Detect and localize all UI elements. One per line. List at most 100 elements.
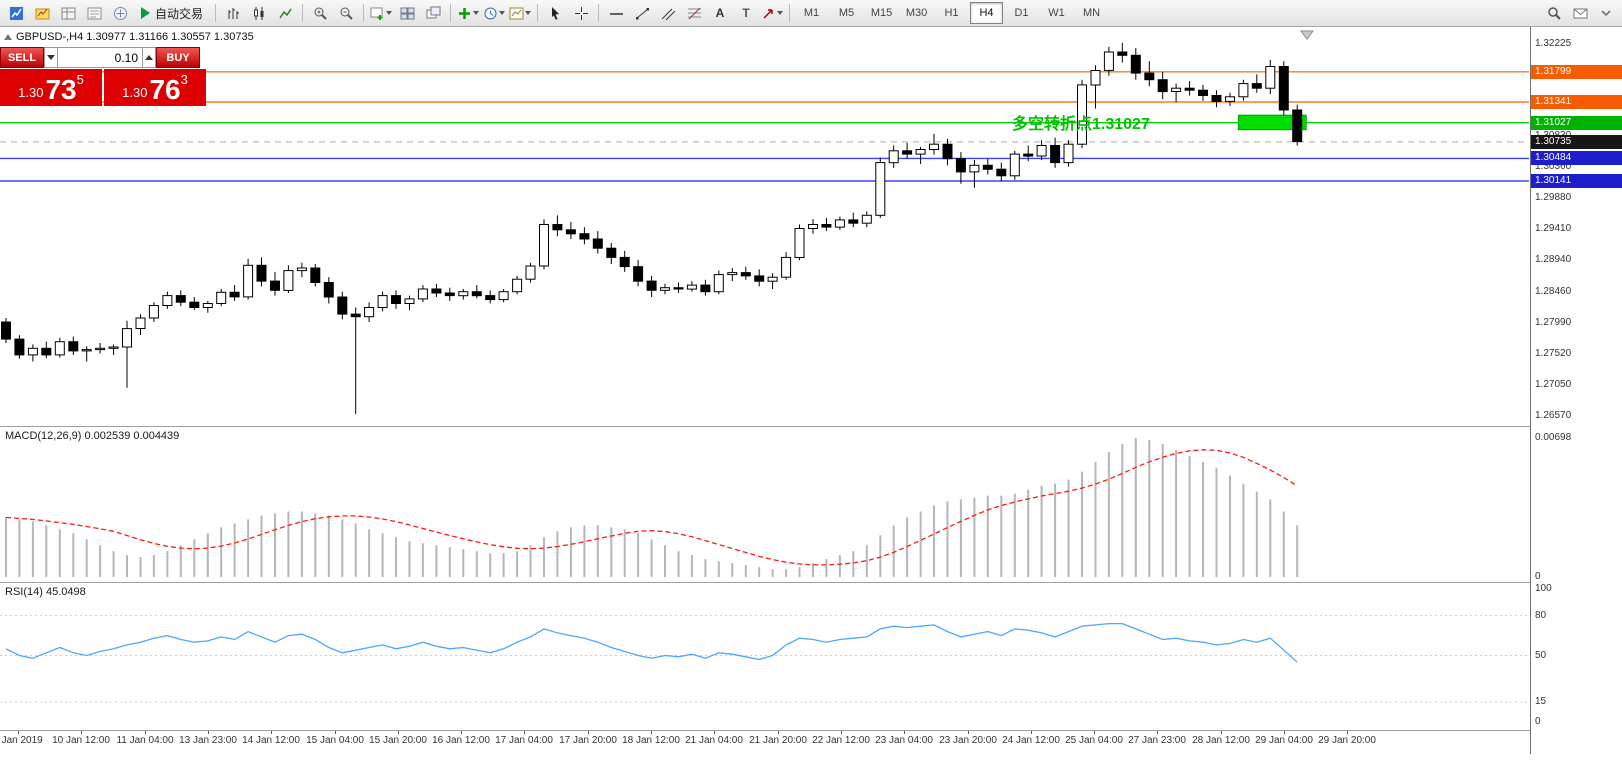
- time-tick: [461, 731, 462, 734]
- arrows-tool-button[interactable]: [759, 1, 785, 25]
- highlight-rectangle[interactable]: [1237, 114, 1307, 131]
- timeframe-m5-button[interactable]: M5: [838, 7, 855, 19]
- time-axis[interactable]: 3 Jan 2019 10 Jan 12:00 11 Jan 04:00 13 Jan…: [0, 731, 1529, 757]
- time-axis-label: 29 Jan 20:00: [1318, 735, 1376, 746]
- crosshair-button[interactable]: [568, 1, 594, 25]
- panel-separator[interactable]: [0, 426, 1622, 427]
- text-tool-button[interactable]: A: [707, 1, 733, 25]
- cursor-button[interactable]: [542, 1, 568, 25]
- new-chart-icon: [370, 7, 383, 20]
- macd-signal-line: [5, 449, 1298, 566]
- lot-decrease-button[interactable]: [44, 47, 58, 68]
- toolbar-separator: [789, 4, 791, 22]
- time-tick: [1031, 731, 1032, 734]
- price-axis[interactable]: 1.322251.308301.303601.298801.294101.289…: [1530, 27, 1622, 754]
- equidistant-channel-button[interactable]: [655, 1, 681, 25]
- time-tick: [968, 731, 969, 734]
- time-tick: [1347, 731, 1348, 734]
- mail-icon: [1573, 8, 1587, 18]
- buy-button[interactable]: BUY: [156, 47, 200, 68]
- trendline-button[interactable]: [629, 1, 655, 25]
- rsi-indicator-panel[interactable]: RSI(14) 45.0498: [0, 583, 1529, 730]
- indicators-button[interactable]: [455, 1, 481, 25]
- timeframe-m15-button[interactable]: M15: [870, 7, 893, 19]
- messages-button[interactable]: [1567, 1, 1593, 25]
- horizontal-line-button[interactable]: [603, 1, 629, 25]
- templates-button[interactable]: [507, 1, 533, 25]
- fibonacci-button[interactable]: [681, 1, 707, 25]
- sell-price-main: 1.30: [18, 85, 44, 100]
- data-window-button[interactable]: [81, 1, 107, 25]
- time-axis-label: 14 Jan 12:00: [242, 735, 300, 746]
- zoom-out-button[interactable]: [333, 1, 359, 25]
- lot-increase-button[interactable]: [142, 47, 156, 68]
- cascade-windows-icon: [426, 6, 441, 18]
- dropdown-caret-icon: [525, 11, 532, 15]
- candlestick-chart-canvas[interactable]: 多空转折点1.31027: [0, 27, 1529, 426]
- app-logo-button[interactable]: [3, 1, 29, 25]
- dropdown-caret-icon: [499, 11, 506, 15]
- timeframe-mn-button[interactable]: MN: [1082, 7, 1101, 19]
- new-chart-button[interactable]: [368, 1, 394, 25]
- lot-size-input[interactable]: [58, 47, 142, 68]
- one-click-collapse-icon[interactable]: [4, 34, 12, 40]
- rsi-label: RSI(14) 45.0498: [5, 586, 86, 598]
- price-axis-label: 1.29880: [1535, 192, 1572, 203]
- zoom-in-button[interactable]: [307, 1, 333, 25]
- macd-indicator-panel[interactable]: MACD(12,26,9) 0.002539 0.004439: [0, 427, 1529, 582]
- price-axis-label: 1.29410: [1535, 223, 1572, 234]
- price-axis-label: 1.27990: [1535, 317, 1572, 328]
- macd-chart-canvas[interactable]: [0, 427, 1529, 582]
- search-button[interactable]: [1541, 1, 1567, 25]
- panel-separator: [0, 730, 1622, 731]
- buy-price-box[interactable]: 1.30 76 3: [104, 69, 206, 106]
- text-label-tool-button[interactable]: T: [733, 1, 759, 25]
- rsi-axis-label: 80: [1535, 610, 1547, 621]
- price-axis-label: 1.30360: [1535, 161, 1572, 172]
- chart-symbol-ohlc-label: GBPUSD-,H4 1.30977 1.31166 1.30557 1.307…: [16, 31, 254, 43]
- new-order-icon: [35, 8, 49, 19]
- timeframe-m1-button[interactable]: M1: [803, 7, 820, 19]
- time-axis-label: 17 Jan 04:00: [495, 735, 553, 746]
- time-tick: [1094, 731, 1095, 734]
- time-tick: [145, 731, 146, 734]
- price-tag: 1.31341: [1531, 95, 1622, 109]
- panel-separator[interactable]: [0, 582, 1622, 583]
- timeframe-m30-button[interactable]: M30: [905, 7, 928, 19]
- timeframe-h1-button[interactable]: H1: [944, 7, 959, 19]
- periods-button[interactable]: [481, 1, 507, 25]
- cascade-windows-button[interactable]: [420, 1, 446, 25]
- chart-shift-marker-icon[interactable]: [1300, 30, 1314, 40]
- bar-chart-button[interactable]: [220, 1, 246, 25]
- market-watch-button[interactable]: [55, 1, 81, 25]
- main-chart-panel[interactable]: 多空转折点1.31027 GBPUSD-,H4 1.30977 1.31166 …: [0, 27, 1529, 426]
- tile-windows-icon: [400, 7, 415, 19]
- price-axis-label: 1.28940: [1535, 254, 1572, 265]
- timeframe-w1-button[interactable]: W1: [1048, 7, 1065, 19]
- toolbar-separator: [215, 4, 217, 22]
- timeframe-d1-button[interactable]: D1: [1014, 7, 1029, 19]
- dropdown-caret-icon: [777, 11, 784, 15]
- search-icon: [1547, 6, 1561, 20]
- time-tick: [1284, 731, 1285, 734]
- annotation-text[interactable]: 多空转折点1.31027: [1012, 114, 1150, 133]
- new-order-button[interactable]: [29, 1, 55, 25]
- candlestick-chart-button[interactable]: [246, 1, 272, 25]
- sell-price-box[interactable]: 1.30 73 5: [0, 69, 102, 106]
- rsi-chart-canvas[interactable]: [0, 583, 1529, 730]
- time-tick: [1157, 731, 1158, 734]
- time-tick: [335, 731, 336, 734]
- time-axis-label: 21 Jan 20:00: [749, 735, 807, 746]
- autotrading-button[interactable]: 自动交易: [133, 1, 211, 25]
- sell-button[interactable]: SELL: [0, 47, 44, 68]
- toolbar-separator: [537, 4, 539, 22]
- time-axis-label: 15 Jan 04:00: [306, 735, 364, 746]
- cursor-icon: [551, 6, 559, 20]
- timeframe-h4-button[interactable]: H4: [970, 2, 1004, 24]
- line-chart-button[interactable]: [272, 1, 298, 25]
- navigator-button[interactable]: [107, 1, 133, 25]
- tile-windows-button[interactable]: [394, 1, 420, 25]
- toolbar-overflow-button[interactable]: [1593, 1, 1619, 25]
- chevron-down-icon: [1601, 10, 1611, 17]
